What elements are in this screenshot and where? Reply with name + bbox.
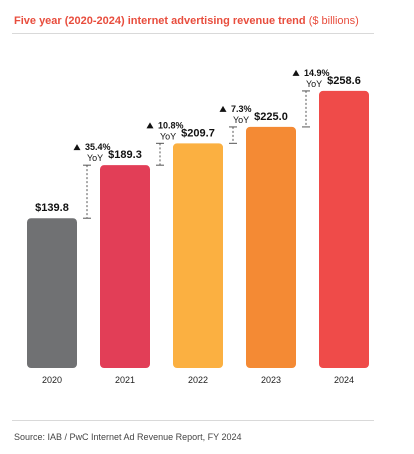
x-tick-label-2021: 2021 xyxy=(115,375,135,385)
growth-label-2021: 35.4% xyxy=(85,142,111,152)
growth-arrow-icon-2023 xyxy=(219,105,227,112)
x-tick-label-2020: 2020 xyxy=(42,375,62,385)
chart-title: Five year (2020-2024) internet advertisi… xyxy=(14,14,359,28)
yoy-label-2021: YoY xyxy=(87,153,103,163)
x-tick-label-2023: 2023 xyxy=(261,375,281,385)
yoy-label-2024: YoY xyxy=(306,79,322,89)
bar-chart: $139.8 2020 $189.3 2021 $209.7 2022 $225.0 2023… xyxy=(27,68,369,385)
x-tick-label-2024: 2024 xyxy=(334,375,354,385)
value-label-2024: $258.6 xyxy=(327,75,361,87)
value-label-2020: $139.8 xyxy=(35,202,69,214)
x-tick-label-2022: 2022 xyxy=(188,375,208,385)
chart-area: $139.8 2020 $189.3 2021 $209.7 2022 $225.0 2023… xyxy=(0,40,414,400)
bottom-divider xyxy=(12,420,374,421)
bar-2024 xyxy=(319,90,369,368)
bar-2021 xyxy=(100,165,150,368)
growth-label-2024: 14.9% xyxy=(304,68,330,78)
source-note: Source: IAB / PwC Internet Ad Revenue Re… xyxy=(14,432,242,442)
top-divider xyxy=(12,33,374,34)
bar-2022 xyxy=(173,143,223,368)
value-label-2022: $209.7 xyxy=(181,127,215,139)
yoy-label-2023: YoY xyxy=(233,115,249,125)
value-label-2021: $189.3 xyxy=(108,149,142,161)
growth-label-2022: 10.8% xyxy=(158,120,184,130)
chart-title-main: Five year (2020-2024) internet advertisi… xyxy=(14,15,306,27)
value-label-2023: $225.0 xyxy=(254,111,288,123)
growth-arrow-icon-2022 xyxy=(146,122,154,129)
growth-label-2023: 7.3% xyxy=(231,104,252,114)
growth-arrow-icon-2021 xyxy=(73,144,81,151)
yoy-label-2022: YoY xyxy=(160,131,176,141)
chart-title-unit: ($ billions) xyxy=(308,15,359,27)
bar-2020 xyxy=(27,218,77,368)
growth-arrow-icon-2024 xyxy=(292,69,300,76)
bar-2023 xyxy=(246,126,296,368)
